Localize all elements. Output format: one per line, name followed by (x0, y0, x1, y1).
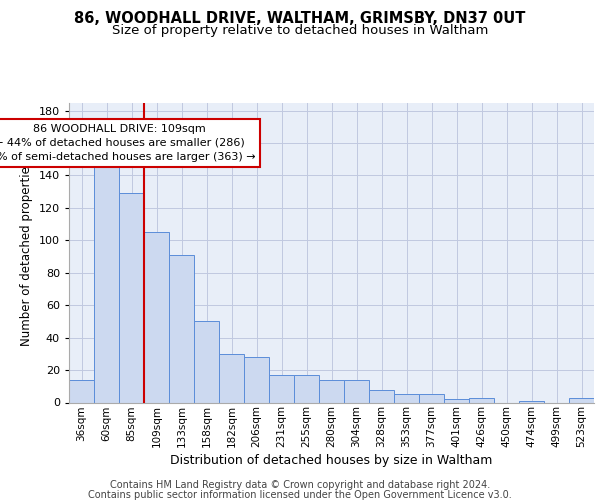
Text: Contains public sector information licensed under the Open Government Licence v3: Contains public sector information licen… (88, 490, 512, 500)
Bar (294, 375, 319, 402)
Bar (569, 398, 594, 402)
Bar (419, 394, 444, 402)
Bar (269, 375, 294, 402)
Bar (444, 400, 469, 402)
Bar (244, 357, 269, 403)
Text: 86 WOODHALL DRIVE: 109sqm
← 44% of detached houses are smaller (286)
56% of semi: 86 WOODHALL DRIVE: 109sqm ← 44% of detac… (0, 124, 256, 162)
Y-axis label: Number of detached properties: Number of detached properties (20, 160, 33, 346)
Bar (519, 401, 544, 402)
Bar (69, 380, 94, 402)
Bar (319, 380, 344, 402)
Bar (119, 194, 144, 402)
Bar (344, 380, 369, 402)
Text: Contains HM Land Registry data © Crown copyright and database right 2024.: Contains HM Land Registry data © Crown c… (110, 480, 490, 490)
Bar (394, 394, 419, 402)
Bar (144, 232, 169, 402)
Bar (369, 390, 394, 402)
Bar (194, 322, 219, 402)
Bar (169, 255, 194, 402)
X-axis label: Distribution of detached houses by size in Waltham: Distribution of detached houses by size … (170, 454, 493, 468)
Bar (219, 354, 244, 403)
Text: Size of property relative to detached houses in Waltham: Size of property relative to detached ho… (112, 24, 488, 37)
Bar (469, 398, 494, 402)
Text: 86, WOODHALL DRIVE, WALTHAM, GRIMSBY, DN37 0UT: 86, WOODHALL DRIVE, WALTHAM, GRIMSBY, DN… (74, 11, 526, 26)
Bar (94, 160, 119, 402)
